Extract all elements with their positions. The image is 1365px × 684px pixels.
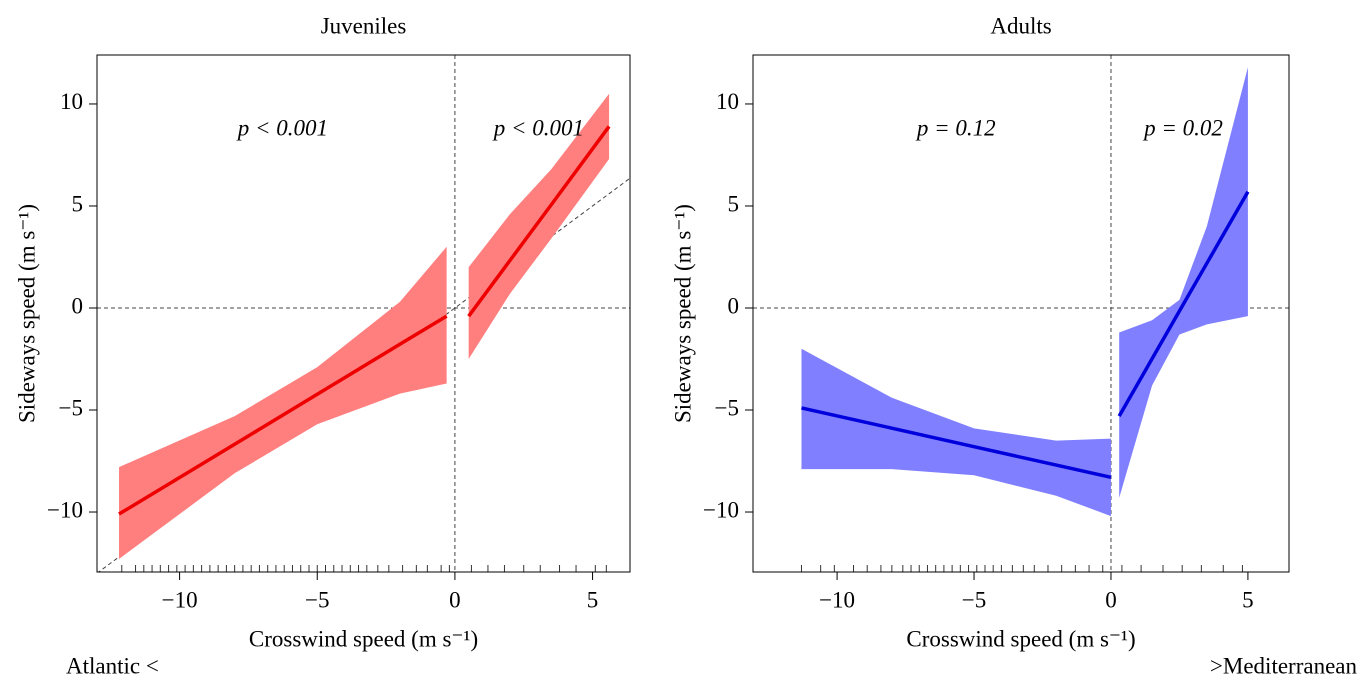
y-axis-label: Sideways speed (m s⁻¹) — [670, 204, 695, 423]
confidence-band — [1119, 67, 1248, 498]
y-tick-label: −10 — [47, 497, 83, 522]
direction-label: Atlantic < — [66, 653, 159, 678]
y-tick-label: −10 — [703, 497, 739, 522]
fit-line — [801, 406, 1112, 480]
y-tick-label: −5 — [715, 395, 739, 420]
x-tick-label: 5 — [587, 587, 599, 612]
confidence-band — [119, 246, 447, 559]
panel-title: Juveniles — [321, 13, 407, 38]
x-tick-label: 0 — [1105, 587, 1117, 612]
x-tick-label: 0 — [449, 587, 461, 612]
plot-frame — [752, 54, 1290, 573]
confidence-band — [801, 348, 1111, 517]
x-axis-label: Crosswind speed (m s⁻¹) — [906, 626, 1135, 651]
panel-title: Adults — [990, 13, 1051, 38]
y-tick-label: 5 — [728, 191, 740, 216]
y-axis-label: Sideways speed (m s⁻¹) — [14, 204, 39, 423]
y-tick-label: 10 — [60, 89, 83, 114]
y-tick-label: 0 — [72, 293, 84, 318]
plot-frame — [96, 54, 631, 573]
y-tick-label: 10 — [716, 89, 739, 114]
p-value-annotation: p < 0.001 — [236, 115, 328, 140]
p-value-annotation: p = 0.02 — [1142, 115, 1223, 140]
x-tick-label: −10 — [819, 587, 855, 612]
x-tick-label: −5 — [305, 587, 329, 612]
fit-line — [467, 125, 611, 318]
y-tick-label: 5 — [72, 191, 84, 216]
confidence-band — [468, 93, 610, 359]
x-axis-label: Crosswind speed (m s⁻¹) — [249, 626, 478, 651]
x-tick-label: −10 — [162, 587, 198, 612]
direction-label: >Mediterranean — [1210, 653, 1358, 678]
x-tick-label: 5 — [1242, 587, 1254, 612]
p-value-annotation: p < 0.001 — [492, 115, 584, 140]
x-tick-label: −5 — [962, 587, 986, 612]
y-tick-label: −5 — [59, 395, 83, 420]
fit-line — [118, 314, 448, 516]
p-value-annotation: p = 0.12 — [915, 115, 996, 140]
fit-line — [1117, 190, 1250, 417]
y-tick-label: 0 — [728, 293, 740, 318]
